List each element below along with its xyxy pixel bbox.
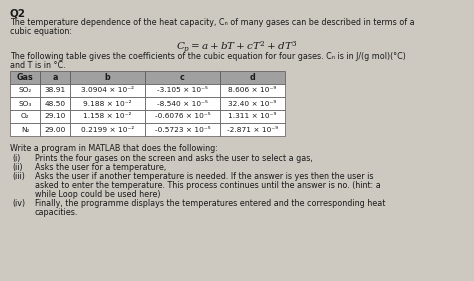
Text: 9.188 × 10⁻²: 9.188 × 10⁻²: [83, 101, 132, 106]
Bar: [10, 84, 40, 97]
Bar: [220, 110, 285, 123]
Text: (iii): (iii): [12, 172, 25, 181]
Bar: [70, 97, 145, 110]
Text: N₂: N₂: [21, 126, 29, 133]
Text: (i): (i): [12, 154, 20, 163]
Bar: [40, 123, 70, 136]
Bar: [220, 84, 285, 97]
Text: a: a: [52, 73, 58, 82]
Bar: [40, 97, 70, 110]
Text: 29.10: 29.10: [44, 114, 66, 119]
Text: 1.158 × 10⁻²: 1.158 × 10⁻²: [83, 114, 132, 119]
Text: O₂: O₂: [21, 114, 29, 119]
Text: b: b: [105, 73, 110, 82]
Text: capacities.: capacities.: [35, 208, 78, 217]
Text: and T is in °C.: and T is in °C.: [10, 61, 65, 70]
Text: Asks the user if another temperature is needed. If the answer is yes then the us: Asks the user if another temperature is …: [35, 172, 374, 181]
Text: cubic equation:: cubic equation:: [10, 27, 72, 36]
Text: Q2: Q2: [10, 8, 26, 18]
Text: 48.50: 48.50: [45, 101, 65, 106]
Bar: [10, 71, 40, 84]
Text: 8.606 × 10⁻⁹: 8.606 × 10⁻⁹: [228, 87, 277, 94]
Text: -8.540 × 10⁻⁵: -8.540 × 10⁻⁵: [157, 101, 208, 106]
Text: (iv): (iv): [12, 199, 25, 208]
Bar: [145, 84, 220, 97]
Bar: [220, 97, 285, 110]
Text: 3.0904 × 10⁻²: 3.0904 × 10⁻²: [81, 87, 134, 94]
Bar: [10, 97, 40, 110]
Bar: [40, 84, 70, 97]
Text: Write a program in MATLAB that does the following:: Write a program in MATLAB that does the …: [10, 144, 218, 153]
Text: Prints the four gases on the screen and asks the user to select a gas,: Prints the four gases on the screen and …: [35, 154, 313, 163]
Text: -3.105 × 10⁻⁵: -3.105 × 10⁻⁵: [157, 87, 208, 94]
Text: SO₃: SO₃: [18, 101, 32, 106]
Text: Gas: Gas: [17, 73, 33, 82]
Bar: [70, 123, 145, 136]
Bar: [220, 123, 285, 136]
Text: 0.2199 × 10⁻²: 0.2199 × 10⁻²: [81, 126, 134, 133]
Text: 29.00: 29.00: [44, 126, 66, 133]
Text: The following table gives the coefficients of the cubic equation for four gases.: The following table gives the coefficien…: [10, 52, 406, 61]
Text: d: d: [250, 73, 255, 82]
Bar: [145, 71, 220, 84]
Bar: [70, 110, 145, 123]
Bar: [70, 71, 145, 84]
Bar: [40, 110, 70, 123]
Text: while Loop could be used here): while Loop could be used here): [35, 190, 161, 199]
Text: 1.311 × 10⁻⁹: 1.311 × 10⁻⁹: [228, 114, 277, 119]
Text: -2.871 × 10⁻⁹: -2.871 × 10⁻⁹: [227, 126, 278, 133]
Text: -0.5723 × 10⁻⁵: -0.5723 × 10⁻⁵: [155, 126, 210, 133]
Text: SO₂: SO₂: [18, 87, 32, 94]
Text: (ii): (ii): [12, 163, 23, 172]
Bar: [70, 84, 145, 97]
Bar: [10, 110, 40, 123]
Text: c: c: [180, 73, 185, 82]
Bar: [220, 71, 285, 84]
Text: 38.91: 38.91: [45, 87, 65, 94]
Text: The temperature dependence of the heat capacity, Cₙ of many gases can be describ: The temperature dependence of the heat c…: [10, 18, 415, 27]
Text: asked to enter the temperature. This process continues until the answer is no. (: asked to enter the temperature. This pro…: [35, 181, 381, 190]
Text: Asks the user for a temperature,: Asks the user for a temperature,: [35, 163, 166, 172]
Bar: [145, 123, 220, 136]
Bar: [40, 71, 70, 84]
Bar: [145, 97, 220, 110]
Bar: [145, 110, 220, 123]
Bar: [10, 123, 40, 136]
Text: -0.6076 × 10⁻⁵: -0.6076 × 10⁻⁵: [155, 114, 210, 119]
Text: 32.40 × 10⁻⁹: 32.40 × 10⁻⁹: [228, 101, 277, 106]
Text: Finally, the programme displays the temperatures entered and the corresponding h: Finally, the programme displays the temp…: [35, 199, 385, 208]
Text: $C_p = a + bT + cT^2 + dT^3$: $C_p = a + bT + cT^2 + dT^3$: [176, 39, 298, 56]
